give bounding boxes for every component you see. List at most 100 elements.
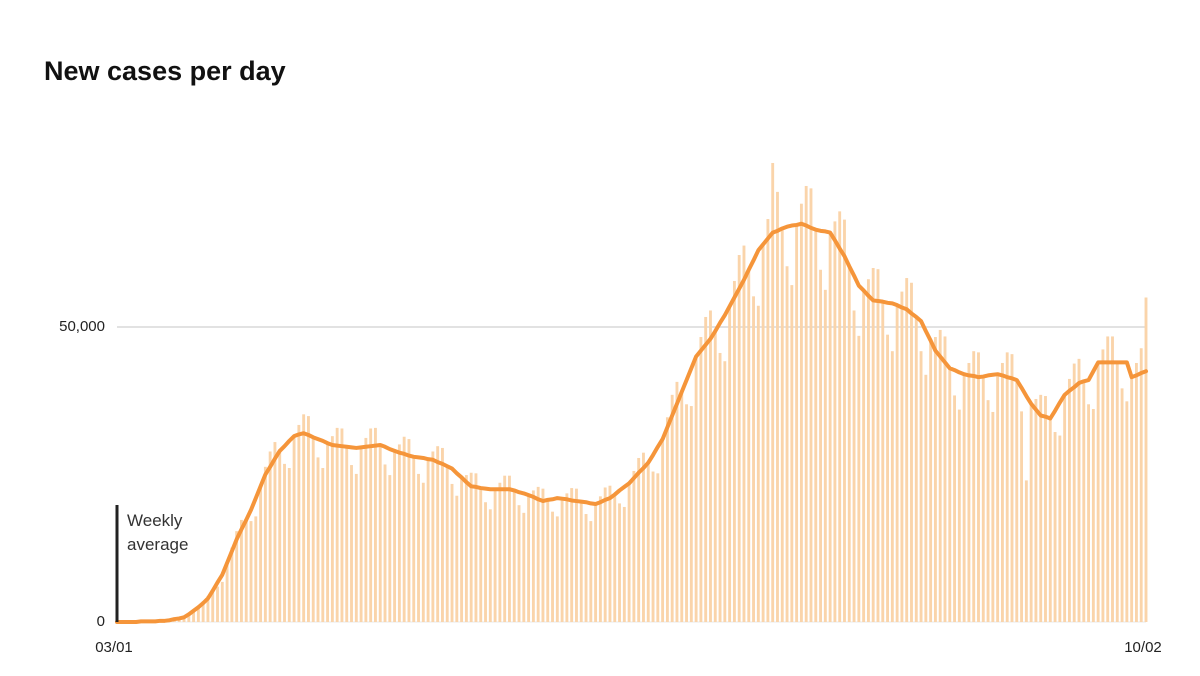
bar (397, 444, 401, 622)
bar (991, 411, 995, 622)
bar (924, 374, 928, 622)
bar (804, 185, 808, 623)
bar (330, 436, 334, 622)
bar (756, 305, 760, 622)
bar (287, 468, 291, 622)
bar (1134, 362, 1138, 622)
bar (957, 409, 961, 622)
bar (656, 473, 660, 622)
bar (292, 436, 296, 622)
bar (536, 486, 540, 622)
bar (584, 514, 588, 622)
bar (522, 512, 526, 622)
bar (1000, 362, 1004, 622)
bar (914, 316, 918, 622)
bar (1101, 349, 1105, 622)
bar (890, 351, 894, 622)
bar (503, 475, 507, 622)
bar (560, 498, 564, 622)
bar (589, 521, 593, 622)
bar (1115, 362, 1119, 622)
bar (345, 446, 349, 622)
bar (450, 483, 454, 622)
bar (986, 400, 990, 622)
bar (1111, 336, 1114, 622)
bar (421, 482, 425, 622)
bar (302, 414, 306, 622)
bar (1120, 388, 1124, 622)
x-tick-label: 03/01 (95, 639, 133, 656)
bar (441, 447, 444, 622)
bar (402, 436, 406, 622)
bar (948, 368, 952, 622)
bar (981, 376, 985, 622)
bar (307, 416, 310, 622)
bar (962, 374, 966, 622)
bar (665, 417, 669, 622)
bar (761, 244, 765, 622)
bar (259, 486, 263, 622)
bar (546, 499, 550, 622)
bar (938, 329, 942, 622)
bar (1005, 352, 1009, 622)
bar (828, 232, 832, 622)
bar (479, 488, 483, 622)
bar (790, 285, 794, 622)
bar (359, 447, 363, 622)
bar (508, 475, 511, 622)
bar (943, 336, 947, 622)
bar (240, 519, 243, 622)
bar (393, 450, 397, 622)
bar (771, 162, 775, 623)
bar (517, 505, 521, 622)
bar (484, 502, 487, 622)
bar (608, 485, 612, 622)
bar (953, 395, 956, 622)
bar (316, 457, 320, 622)
bar (977, 352, 980, 622)
bar (1034, 398, 1038, 622)
bar (1010, 354, 1014, 622)
bar (1096, 362, 1100, 622)
bar (742, 245, 746, 622)
bar (752, 296, 755, 622)
bar (780, 228, 784, 622)
bar (905, 278, 909, 622)
bar (833, 221, 837, 622)
bar (646, 462, 650, 622)
bar (388, 475, 392, 622)
bar (225, 563, 229, 622)
bar (1044, 396, 1047, 622)
bar (838, 211, 842, 623)
bar (1053, 432, 1057, 622)
bar (378, 445, 382, 622)
bar (857, 335, 861, 622)
bar (1077, 358, 1081, 622)
bar (412, 456, 416, 622)
bar (1072, 363, 1076, 622)
bar (713, 331, 717, 622)
bar (278, 450, 282, 622)
bar (340, 428, 344, 622)
bar (527, 495, 531, 622)
bar (603, 487, 607, 622)
bar (1087, 404, 1091, 622)
bar (799, 203, 803, 622)
annotation: Weekly average (127, 511, 189, 554)
bar (551, 511, 554, 622)
bar (637, 457, 641, 622)
bar (431, 451, 435, 622)
bar (263, 466, 267, 622)
bar (244, 519, 248, 622)
bar (1058, 435, 1062, 622)
bar (206, 596, 210, 622)
bar (732, 280, 736, 622)
bar (1144, 297, 1148, 622)
bar (895, 305, 899, 622)
bar (689, 406, 693, 622)
bar (933, 337, 937, 622)
bar (862, 290, 866, 622)
bar (216, 586, 219, 622)
